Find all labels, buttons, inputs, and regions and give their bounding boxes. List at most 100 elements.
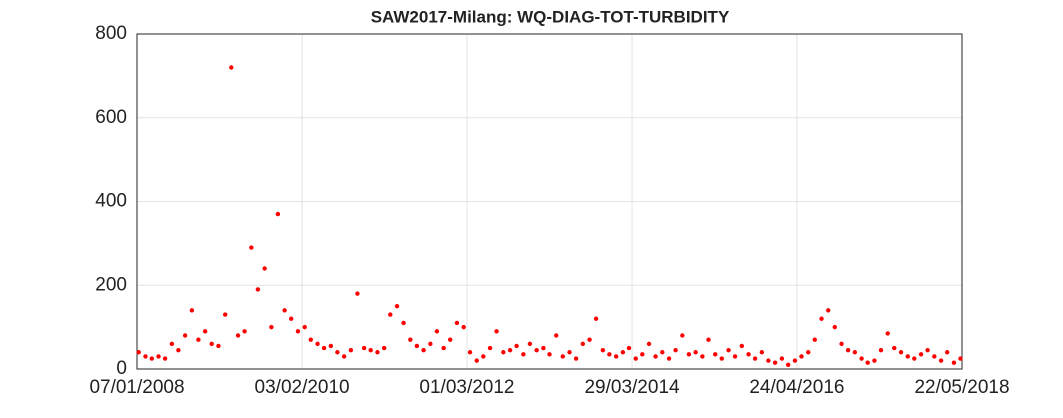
point bbox=[487, 345, 493, 351]
point bbox=[381, 345, 387, 351]
point bbox=[461, 324, 466, 330]
point bbox=[401, 320, 406, 326]
point bbox=[633, 356, 638, 361]
point bbox=[361, 345, 367, 351]
point bbox=[653, 354, 658, 359]
point bbox=[905, 354, 910, 359]
point bbox=[149, 356, 155, 361]
point bbox=[839, 341, 844, 347]
point bbox=[275, 211, 281, 217]
point bbox=[719, 356, 724, 361]
point bbox=[328, 343, 334, 349]
point bbox=[706, 337, 711, 342]
point bbox=[143, 354, 148, 359]
point bbox=[859, 356, 864, 361]
point bbox=[892, 345, 897, 351]
point bbox=[335, 350, 340, 355]
point bbox=[182, 333, 188, 338]
point bbox=[541, 345, 546, 351]
point bbox=[414, 343, 420, 349]
point bbox=[865, 360, 870, 365]
point bbox=[660, 350, 665, 355]
point bbox=[799, 354, 804, 359]
y-tick-label: 600 bbox=[95, 107, 127, 128]
point bbox=[693, 350, 698, 355]
point bbox=[951, 360, 957, 365]
point bbox=[229, 65, 234, 70]
point bbox=[713, 352, 718, 357]
point bbox=[454, 320, 460, 326]
point bbox=[295, 329, 301, 334]
point bbox=[223, 312, 228, 317]
point bbox=[507, 347, 513, 353]
point bbox=[308, 337, 313, 342]
point bbox=[375, 350, 380, 355]
point bbox=[832, 324, 838, 330]
point bbox=[779, 356, 785, 361]
point bbox=[249, 245, 254, 250]
point bbox=[288, 316, 294, 321]
point bbox=[593, 316, 599, 321]
point bbox=[680, 333, 685, 338]
point bbox=[885, 331, 890, 336]
x-tick-label: 22/05/2018 bbox=[914, 377, 1009, 398]
point bbox=[156, 354, 161, 359]
point bbox=[845, 347, 851, 353]
point bbox=[746, 352, 751, 357]
point bbox=[394, 303, 400, 309]
point bbox=[315, 341, 320, 347]
point bbox=[321, 345, 327, 351]
point bbox=[388, 312, 393, 317]
point bbox=[567, 350, 572, 355]
point bbox=[136, 350, 141, 355]
point bbox=[786, 362, 791, 368]
point bbox=[600, 347, 606, 353]
point bbox=[752, 356, 758, 361]
point bbox=[587, 337, 592, 342]
point bbox=[202, 329, 208, 334]
point bbox=[421, 347, 426, 353]
point bbox=[216, 343, 221, 349]
point bbox=[341, 354, 347, 359]
point bbox=[819, 316, 824, 321]
point bbox=[898, 350, 904, 355]
point bbox=[560, 354, 565, 359]
point bbox=[686, 352, 692, 357]
point bbox=[269, 324, 274, 330]
point bbox=[806, 350, 811, 355]
point bbox=[607, 352, 612, 357]
point bbox=[944, 350, 950, 355]
point bbox=[262, 266, 267, 271]
x-tick-label: 07/01/2008 bbox=[89, 377, 184, 398]
point bbox=[428, 341, 433, 347]
x-tick-label: 29/03/2014 bbox=[584, 377, 680, 398]
point bbox=[494, 329, 499, 334]
point bbox=[474, 358, 479, 363]
point bbox=[580, 341, 586, 347]
point bbox=[726, 347, 731, 353]
point bbox=[826, 308, 831, 313]
point bbox=[878, 347, 884, 353]
point bbox=[355, 291, 360, 296]
point bbox=[348, 347, 354, 353]
point bbox=[812, 337, 817, 342]
point bbox=[613, 354, 619, 359]
point bbox=[673, 347, 678, 353]
point bbox=[302, 324, 307, 330]
point bbox=[196, 337, 201, 342]
point bbox=[408, 337, 413, 342]
point bbox=[666, 356, 672, 361]
y-tick-label: 400 bbox=[95, 191, 127, 212]
point bbox=[434, 329, 440, 334]
point bbox=[368, 347, 373, 353]
point bbox=[852, 350, 858, 355]
point bbox=[700, 354, 705, 359]
point bbox=[527, 341, 533, 347]
point bbox=[766, 358, 771, 363]
point bbox=[739, 343, 745, 349]
y-tick-label: 800 bbox=[95, 23, 127, 44]
chart-title: SAW2017-Milang: WQ-DIAG-TOT-TURBIDITY bbox=[371, 7, 730, 26]
